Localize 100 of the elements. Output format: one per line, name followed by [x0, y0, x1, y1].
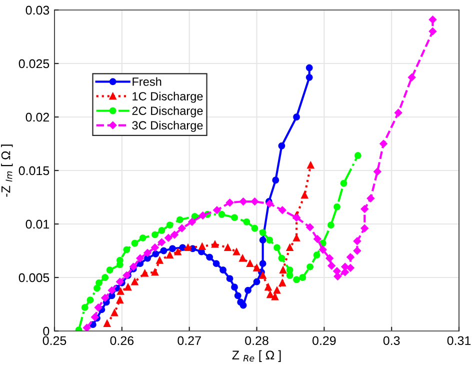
point	[278, 254, 286, 262]
point	[278, 206, 286, 214]
y-tick-label: 0.025	[18, 59, 50, 68]
point	[274, 244, 280, 252]
point	[333, 267, 341, 275]
point	[198, 212, 207, 220]
point	[334, 203, 340, 210]
point	[81, 304, 88, 311]
point	[286, 272, 294, 279]
point	[366, 194, 375, 202]
point	[231, 214, 238, 222]
point	[144, 254, 152, 262]
point	[353, 237, 362, 245]
point	[117, 288, 124, 295]
point	[226, 275, 234, 282]
point	[259, 229, 266, 236]
point	[96, 279, 102, 286]
point	[176, 216, 184, 224]
point	[224, 244, 232, 252]
point	[428, 28, 437, 36]
point	[293, 276, 300, 284]
point	[278, 279, 286, 286]
point	[314, 235, 322, 243]
point	[240, 302, 247, 309]
point	[266, 291, 274, 298]
point	[293, 234, 300, 242]
point	[139, 234, 146, 242]
point	[123, 246, 130, 254]
point	[326, 254, 334, 262]
point	[293, 114, 300, 120]
point	[259, 272, 266, 279]
point	[106, 266, 114, 274]
point	[250, 198, 259, 206]
point	[271, 293, 278, 300]
point	[83, 324, 91, 331]
point	[158, 226, 166, 234]
point	[299, 274, 306, 281]
y-tick-label: 0	[43, 326, 50, 336]
point	[94, 284, 100, 292]
point	[306, 74, 313, 81]
point	[136, 254, 144, 262]
point	[184, 244, 192, 252]
y-tick-label: 0.015	[18, 166, 50, 176]
point	[141, 270, 148, 277]
point	[156, 256, 164, 264]
point	[346, 253, 354, 262]
point	[101, 294, 109, 302]
point	[246, 260, 254, 268]
point	[253, 264, 260, 272]
point	[380, 140, 388, 148]
y-tick-label: 0.02	[26, 112, 50, 122]
point	[178, 224, 186, 232]
point	[86, 296, 94, 304]
x-tick-label: 0.3	[383, 336, 400, 346]
point	[198, 242, 206, 250]
point	[408, 74, 416, 82]
point	[218, 210, 226, 218]
point	[259, 260, 266, 268]
point	[251, 224, 258, 232]
y-tick-label: 0.005	[18, 273, 50, 282]
point	[170, 230, 178, 239]
x-tick-label: 0.27	[178, 336, 201, 346]
point	[108, 286, 116, 294]
point	[272, 176, 280, 184]
point	[166, 252, 174, 259]
point	[151, 231, 158, 238]
point	[231, 284, 238, 291]
point	[354, 152, 362, 159]
point	[111, 309, 118, 316]
point	[428, 16, 437, 24]
point	[244, 286, 252, 294]
point	[116, 296, 124, 304]
point	[164, 234, 172, 242]
legend-label: Fresh	[132, 77, 162, 86]
point	[394, 108, 402, 117]
point	[124, 284, 132, 291]
y-axis-title: -Z $_{Im}$ [ Ω ]	[1, 144, 13, 197]
point	[346, 264, 354, 272]
point	[166, 222, 174, 229]
point	[374, 168, 382, 176]
point	[131, 278, 138, 286]
point	[211, 240, 218, 248]
point	[158, 238, 166, 246]
point	[313, 252, 320, 259]
point	[239, 254, 246, 262]
point	[179, 244, 186, 252]
point	[292, 214, 300, 222]
point	[307, 162, 314, 169]
legend-label: 2C Discharge	[132, 106, 203, 118]
point	[104, 320, 111, 327]
point	[213, 206, 221, 214]
point	[340, 180, 348, 187]
point	[94, 304, 102, 312]
point	[102, 274, 109, 281]
point	[266, 236, 274, 244]
point	[243, 218, 250, 226]
x-axis-title: Z $_{Re}$ [ Ω ]	[232, 350, 281, 362]
point	[160, 247, 168, 254]
point	[174, 248, 182, 256]
point	[266, 200, 274, 208]
